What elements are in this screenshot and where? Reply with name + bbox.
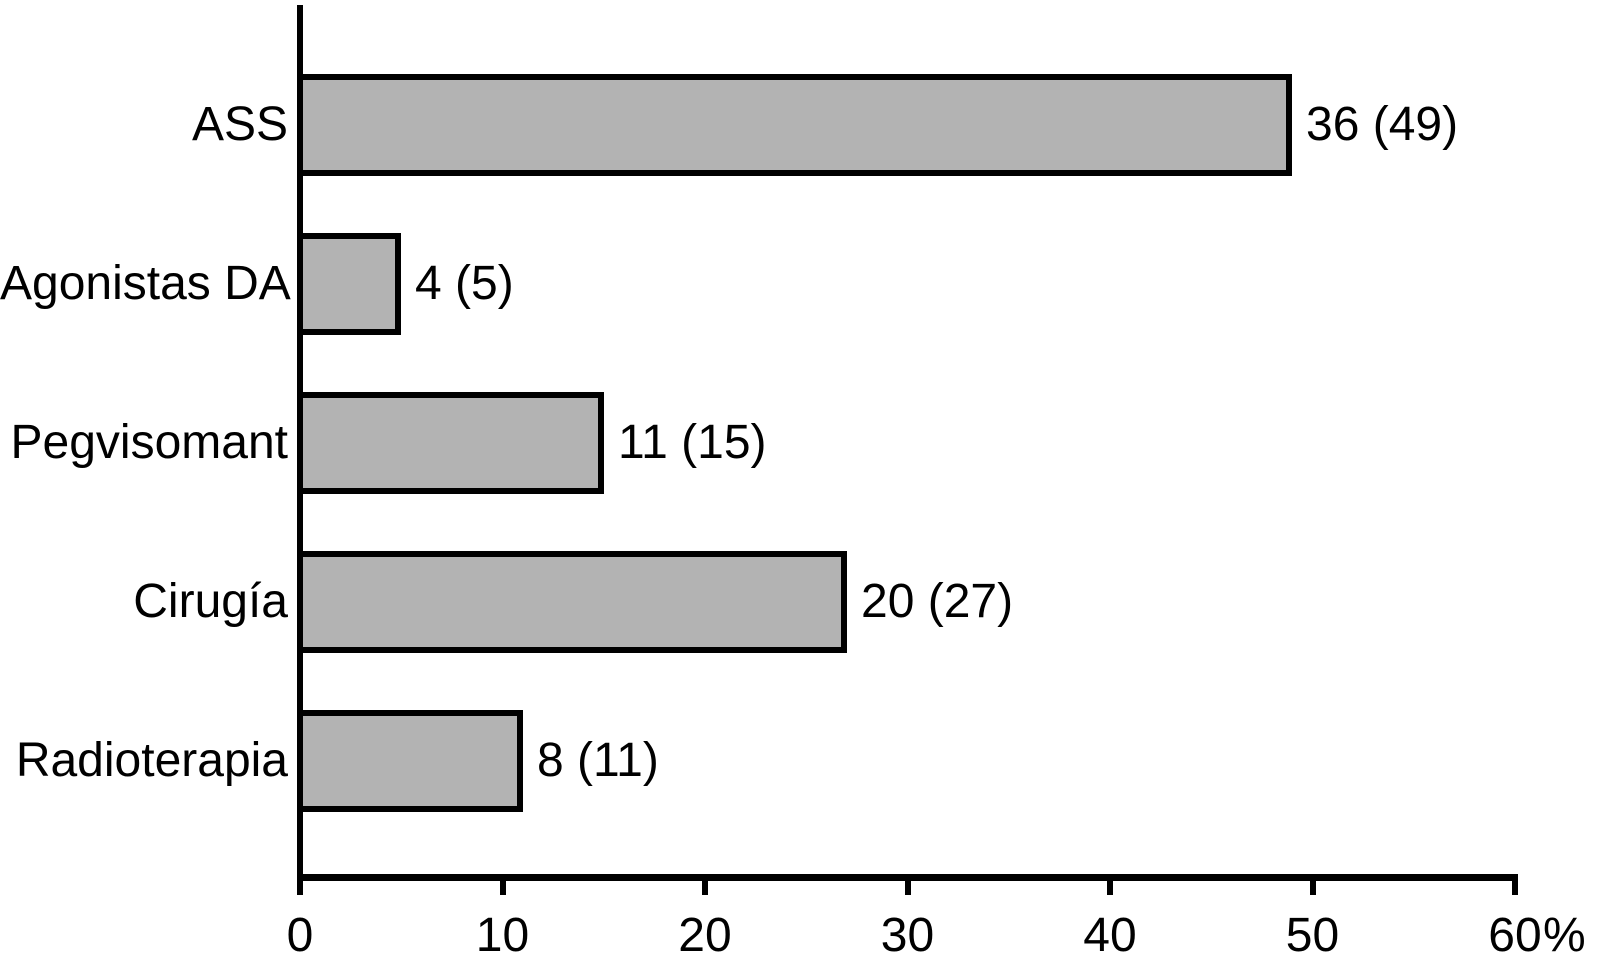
x-tick-label: 20 — [678, 909, 732, 962]
x-tick-mark — [1107, 881, 1113, 895]
x-tick-label: 10 — [475, 909, 530, 962]
x-tick-mark — [702, 881, 708, 895]
category-label: ASS — [191, 98, 288, 151]
x-tick-mark — [499, 881, 506, 895]
x-tick-label: 40 — [1083, 909, 1137, 962]
category-label: Agonistas DA — [0, 257, 291, 310]
bar — [297, 551, 847, 653]
bar-value-label: 8 (11) — [537, 734, 659, 787]
bar-value-label: 4 (5) — [415, 257, 514, 310]
bar — [297, 233, 401, 335]
x-axis-line — [297, 874, 1518, 881]
bar-value-label: 36 (49) — [1306, 98, 1459, 151]
category-label: Pegvisomant — [10, 416, 288, 469]
x-tick-label: 0 — [286, 909, 314, 962]
x-tick-label: 30 — [880, 909, 935, 962]
bar — [297, 392, 604, 494]
x-tick-mark — [1309, 881, 1316, 895]
bar — [297, 710, 523, 812]
x-tick-label: 50 — [1285, 909, 1340, 962]
category-label: Radioterapia — [15, 734, 288, 787]
x-axis-unit-label: % — [1543, 909, 1586, 962]
category-label: Cirugía — [133, 575, 288, 628]
bar — [297, 74, 1292, 176]
x-tick-mark — [1512, 881, 1518, 895]
x-tick-label: 60 — [1488, 909, 1542, 962]
bar-value-label: 20 (27) — [861, 575, 1014, 628]
x-tick-mark — [297, 881, 303, 895]
x-tick-mark — [904, 881, 911, 895]
bar-value-label: 11 (15) — [618, 416, 767, 469]
